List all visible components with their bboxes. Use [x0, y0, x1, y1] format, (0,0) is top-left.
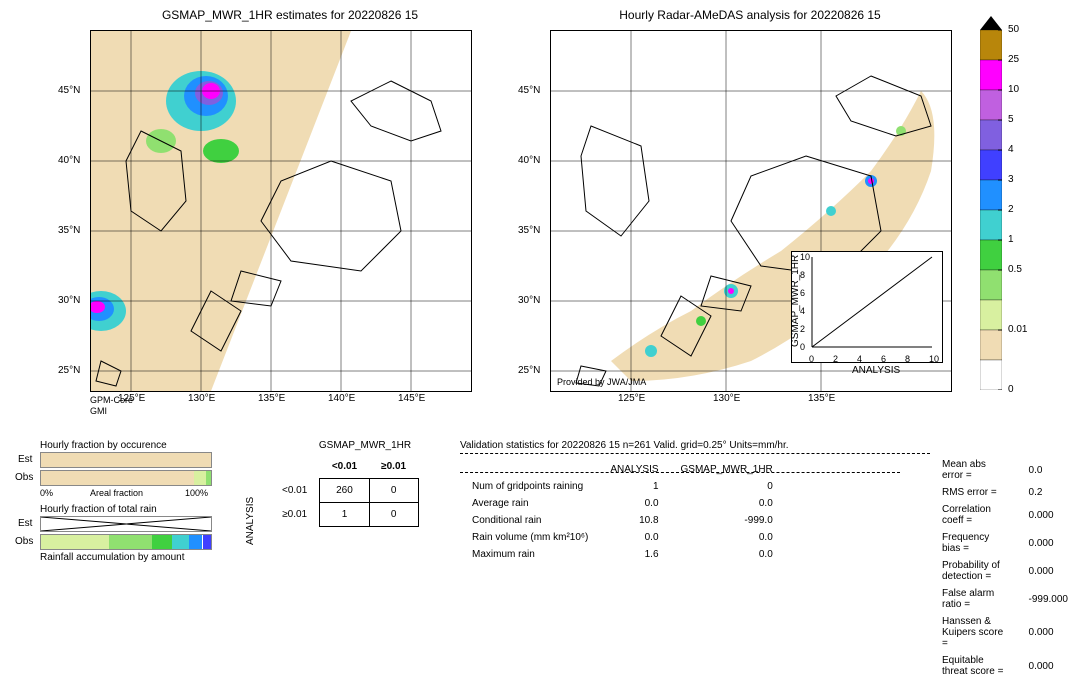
metric-row: Mean abs error =0.0: [932, 457, 1078, 483]
contingency-row-header: ANALYSIS: [245, 497, 256, 545]
colorbar-tick: 0.5: [1008, 264, 1022, 275]
colorbar-tick: 4: [1008, 144, 1014, 155]
obs-label-2: Obs: [15, 536, 33, 547]
bar-est-total: [40, 516, 212, 532]
lat-tick: 35°N: [58, 225, 80, 236]
colorbar-tick: 50: [1008, 24, 1019, 35]
metric-row: Frequency bias =0.000: [932, 530, 1078, 556]
left-footnote-1: GPM-Core: [90, 395, 133, 405]
right-map: 0246810 0246810 ANALYSIS GSMAP_MWR_1HR P…: [550, 30, 952, 392]
est-label-1: Est: [18, 454, 32, 465]
validation-row: Num of gridpoints raining10: [462, 479, 783, 494]
lat-tick: 40°N: [58, 155, 80, 166]
fraction-title-1: Hourly fraction by occurence: [40, 440, 167, 451]
colorbar-tick: 0.01: [1008, 324, 1027, 335]
inset-scatter: 0246810 0246810 ANALYSIS GSMAP_MWR_1HR: [791, 251, 943, 363]
colorbar-tick: 5: [1008, 114, 1014, 125]
left-footnote-2: GMI: [90, 406, 107, 416]
left-map: [90, 30, 472, 392]
metric-row: False alarm ratio =-999.000: [932, 586, 1078, 612]
lon-tick: 125°E: [618, 393, 645, 404]
lon-tick: 145°E: [398, 393, 425, 404]
fraction-title-2: Hourly fraction of total rain: [40, 504, 157, 515]
left-map-title: GSMAP_MWR_1HR estimates for 20220826 15: [90, 8, 490, 22]
fraction-title-3: Rainfall accumulation by amount: [40, 552, 185, 563]
validation-header: Validation statistics for 20220826 15 n=…: [460, 440, 930, 454]
validation-row: Rain volume (mm km²10⁶)0.00.0: [462, 530, 783, 545]
colorbar-tick: 2: [1008, 204, 1014, 215]
contingency-table: <0.01≥0.01 <0.012600 ≥0.0110: [270, 455, 419, 527]
lat-tick: 25°N: [58, 365, 80, 376]
validation-row: Conditional rain10.8-999.0: [462, 513, 783, 528]
colorbar-tick: 25: [1008, 54, 1019, 65]
lat-tick: 45°N: [58, 85, 80, 96]
metric-row: Probability of detection =0.000: [932, 558, 1078, 584]
obs-label-1: Obs: [15, 472, 33, 483]
axis-0pct: 0%: [40, 488, 53, 498]
right-footnote: Provided by JWA/JMA: [557, 377, 646, 387]
metric-row: Hanssen & Kuipers score =0.000: [932, 614, 1078, 651]
lon-tick: 130°E: [713, 393, 740, 404]
lon-tick: 130°E: [188, 393, 215, 404]
lat-tick: 45°N: [518, 85, 540, 96]
lat-tick: 40°N: [518, 155, 540, 166]
axis-100pct: 100%: [185, 488, 208, 498]
lat-tick: 30°N: [518, 295, 540, 306]
lon-tick: 135°E: [258, 393, 285, 404]
est-label-2: Est: [18, 518, 32, 529]
validation-row: Maximum rain1.60.0: [462, 547, 783, 562]
colorbar: [980, 30, 1002, 390]
metric-row: Correlation coeff =0.000: [932, 502, 1078, 528]
lat-tick: 25°N: [518, 365, 540, 376]
lon-tick: 135°E: [808, 393, 835, 404]
axis-caption: Areal fraction: [90, 488, 143, 498]
metric-row: Equitable threat score =0.000: [932, 653, 1078, 679]
lon-tick: 140°E: [328, 393, 355, 404]
validation-row: Average rain0.00.0: [462, 496, 783, 511]
colorbar-tick: 1: [1008, 234, 1014, 245]
colorbar-tick: 10: [1008, 84, 1019, 95]
inset-ylabel: GSMAP_MWR_1HR: [790, 255, 801, 347]
left-map-svg: [91, 31, 471, 391]
validation-table: ANALYSISGSMAP_MWR_1HR Num of gridpoints …: [460, 460, 785, 564]
metrics-table: Mean abs error =0.0 RMS error =0.2 Correla…: [930, 455, 1080, 681]
metric-row: RMS error =0.2: [932, 485, 1078, 500]
right-map-title: Hourly Radar-AMeDAS analysis for 2022082…: [550, 8, 950, 22]
contingency-col-header: GSMAP_MWR_1HR: [300, 440, 430, 451]
lat-tick: 35°N: [518, 225, 540, 236]
inset-xlabel: ANALYSIS: [852, 365, 900, 376]
colorbar-tick: 3: [1008, 174, 1014, 185]
colorbar-tick: 0: [1008, 384, 1014, 395]
lat-tick: 30°N: [58, 295, 80, 306]
bar-obs-total: [40, 534, 212, 550]
bar-obs-occurrence: [40, 470, 212, 486]
bar-est-occurrence: [40, 452, 212, 468]
